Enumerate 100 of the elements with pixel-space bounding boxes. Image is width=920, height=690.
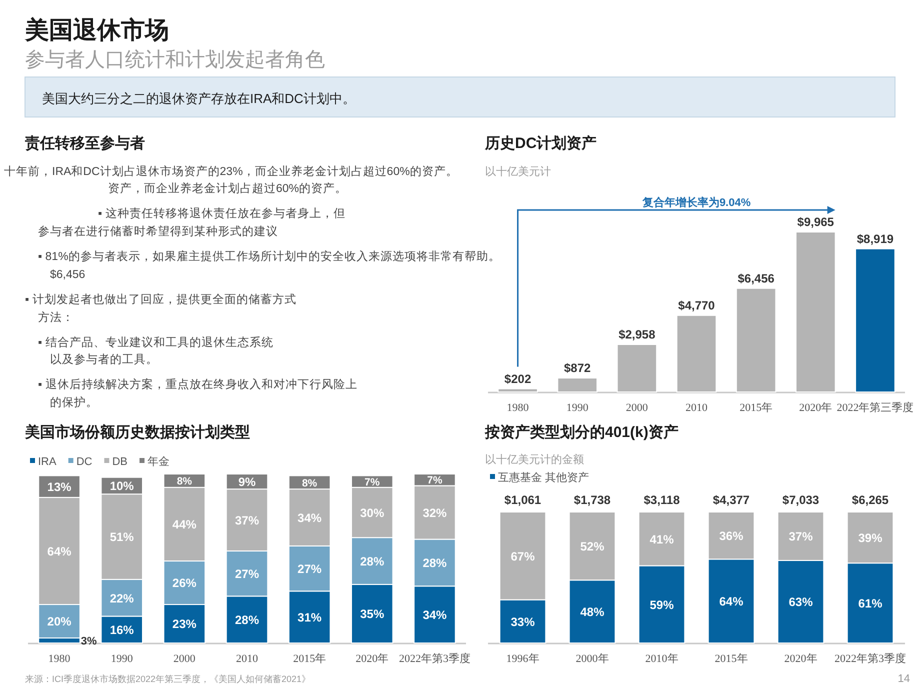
x-tick-label: 2022年第三季度 bbox=[836, 401, 914, 414]
x-tick-label: 2010 bbox=[236, 653, 258, 665]
x-tick-label: 2022年第3季度 bbox=[834, 652, 906, 665]
chart-title: 美国市场份额历史数据按计划类型 bbox=[24, 423, 250, 441]
data-label: 63% bbox=[788, 595, 814, 610]
data-label: 10% bbox=[110, 479, 134, 494]
data-label: 35% bbox=[360, 607, 384, 622]
data-label: $9,965 bbox=[797, 215, 834, 229]
bar bbox=[498, 388, 538, 392]
data-label: 36% bbox=[719, 529, 744, 544]
data-label: 8% bbox=[176, 476, 193, 488]
text: 美国退休市场 bbox=[24, 16, 169, 44]
data-label: 27% bbox=[234, 567, 260, 581]
data-label: 37% bbox=[234, 513, 260, 528]
chart-title: 历史DC计划资产 bbox=[484, 135, 597, 152]
x-tick-label: 2022年第3季度 bbox=[398, 652, 470, 665]
x-tick-label: 2000 bbox=[173, 653, 196, 665]
x-tick-label: 1990 bbox=[566, 402, 589, 414]
x-tick-label: 2020年 bbox=[356, 653, 389, 665]
data-label: 41% bbox=[650, 532, 674, 546]
data-label: 27% bbox=[298, 562, 322, 576]
bar bbox=[736, 288, 776, 392]
data-label: 32% bbox=[422, 506, 448, 520]
data-label: 22% bbox=[110, 591, 134, 606]
data-label: 48% bbox=[580, 605, 605, 619]
text: $4,377 bbox=[712, 493, 750, 507]
data-label: $2,958 bbox=[618, 328, 656, 342]
data-label: 31% bbox=[298, 610, 322, 625]
data-label: 8% bbox=[302, 477, 318, 490]
text: 14 bbox=[898, 673, 910, 685]
text: 以及参与者的工具。 bbox=[50, 353, 158, 366]
chart-subtitle: 以十亿美元计 bbox=[485, 165, 551, 178]
data-label: 44% bbox=[172, 518, 197, 532]
data-label: 7% bbox=[364, 476, 380, 488]
x-tick-label: 1990 bbox=[110, 653, 134, 665]
data-label: 28% bbox=[234, 613, 260, 628]
data-label: 3% bbox=[80, 635, 98, 648]
legend-label: 年金 bbox=[148, 456, 170, 468]
data-label: 16% bbox=[110, 623, 134, 638]
legend-label: DC bbox=[76, 456, 92, 468]
data-label: 13% bbox=[47, 480, 72, 494]
x-tick-label: 2010 bbox=[686, 402, 708, 414]
data-label: 37% bbox=[788, 530, 814, 544]
bar bbox=[557, 378, 598, 392]
data-label: 52% bbox=[580, 540, 605, 554]
x-tick-label: 2010年 bbox=[645, 653, 678, 665]
data-label: $8,919 bbox=[856, 232, 894, 246]
data-label: 59% bbox=[650, 598, 674, 612]
text: 责任转移至参与者 bbox=[24, 135, 145, 152]
data-label: 64% bbox=[47, 544, 72, 558]
data-label: 67% bbox=[510, 549, 536, 564]
data-label: $4,770 bbox=[678, 298, 716, 312]
data-label: 51% bbox=[110, 530, 134, 544]
data-label: 26% bbox=[172, 576, 197, 590]
text: 的保护。 bbox=[50, 395, 98, 409]
text: 参与者在进行储蓄时希望得到某种形式的建议 bbox=[38, 224, 278, 238]
text: ▪ 计划发起者也做出了回应，提供更全面的储蓄方式 bbox=[25, 292, 296, 306]
data-label: 20% bbox=[47, 614, 72, 629]
text: $1,061 bbox=[504, 493, 542, 507]
source-note: 来源：ICI季度退休市场数据2022年第三季度，《美国人如何储蓄2021》 bbox=[25, 674, 311, 684]
text: 复合年增长率为9.04% bbox=[641, 196, 751, 209]
data-label: $872 bbox=[564, 361, 592, 375]
data-label: $202 bbox=[504, 372, 532, 386]
text: $6,265 bbox=[852, 493, 889, 507]
x-tick-label: 1996年 bbox=[506, 653, 540, 665]
x-tick-label: 1980 bbox=[48, 653, 71, 665]
text: ▪ 退休后持续解决方案，重点放在终身收入和对冲下行风险上 bbox=[38, 377, 358, 391]
data-label: 30% bbox=[360, 506, 384, 520]
chart-title: 按资产类型划分的401(k)资产 bbox=[484, 424, 678, 441]
chart-subtitle: 以十亿美元计的金额 bbox=[485, 453, 584, 466]
data-label: 9% bbox=[238, 474, 256, 489]
legend-label: DB bbox=[112, 456, 128, 468]
bar bbox=[676, 314, 717, 392]
text: 方法： bbox=[38, 310, 74, 324]
data-label: 64% bbox=[719, 594, 744, 609]
x-tick-label: 2015年 bbox=[740, 402, 773, 414]
x-tick-label: 2000 bbox=[626, 402, 648, 414]
text: ▪ 这种责任转移将退休责任放在参与者身上，但 bbox=[98, 206, 346, 220]
x-tick-label: 2000年 bbox=[576, 653, 609, 665]
text: 资产，而企业养老金计划占超过60%的资产。 bbox=[108, 181, 348, 195]
bar bbox=[616, 344, 658, 392]
bar bbox=[855, 248, 896, 392]
data-label: 34% bbox=[422, 608, 448, 622]
data-label: 33% bbox=[510, 614, 536, 629]
text: $6,456 bbox=[50, 269, 86, 281]
text: $3,118 bbox=[644, 493, 680, 507]
text: 美国大约三分之二的退休资产存放在IRA和DC计划中。 bbox=[42, 91, 356, 106]
x-tick-label: 1980 bbox=[506, 402, 530, 414]
legend-label: IRA bbox=[38, 456, 57, 468]
bar bbox=[795, 232, 836, 392]
legend-label: 互惠基金 其他资产 bbox=[498, 471, 590, 484]
data-label: $6,456 bbox=[738, 271, 775, 286]
x-tick-label: 2020年 bbox=[799, 402, 832, 414]
text: 十年前，IRA和DC计划占退休市场资产的23%，而企业养老金计划占超过60%的资产。 bbox=[4, 164, 458, 178]
data-label: 34% bbox=[298, 510, 322, 525]
x-tick-label: 2015年 bbox=[293, 653, 326, 665]
data-label: 28% bbox=[422, 556, 448, 570]
annotation: ▪ 81%的参与者表示，如果雇主提供工作场所计划中的安全收入来源选项将非常有帮助。 bbox=[38, 249, 500, 263]
text: ▪ 结合产品、专业建议和工具的退休生态系统 bbox=[38, 335, 274, 349]
text: $1,738 bbox=[574, 493, 611, 507]
